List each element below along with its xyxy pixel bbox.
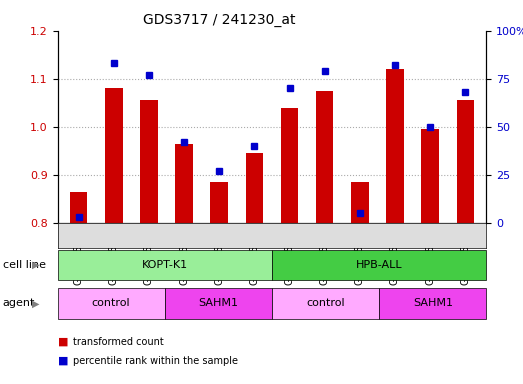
Bar [246, 153, 263, 223]
Text: ■: ■ [58, 337, 68, 347]
Bar [422, 129, 439, 223]
Text: HPB-ALL: HPB-ALL [356, 260, 403, 270]
Bar [210, 182, 228, 223]
Bar [351, 182, 369, 223]
Bar [281, 108, 298, 223]
Text: agent: agent [3, 298, 35, 308]
Text: percentile rank within the sample: percentile rank within the sample [73, 356, 238, 366]
Bar [457, 100, 474, 223]
Text: control: control [92, 298, 130, 308]
Bar [316, 91, 334, 223]
Text: ▶: ▶ [32, 298, 39, 308]
Text: GDS3717 / 241230_at: GDS3717 / 241230_at [143, 13, 296, 27]
Text: ▶: ▶ [32, 260, 39, 270]
Text: SAHM1: SAHM1 [198, 298, 238, 308]
Bar [386, 69, 404, 223]
Bar [175, 144, 193, 223]
Text: cell line: cell line [3, 260, 46, 270]
Text: control: control [306, 298, 345, 308]
Bar [140, 100, 158, 223]
Text: transformed count: transformed count [73, 337, 164, 347]
Text: ■: ■ [58, 356, 68, 366]
Bar [105, 88, 122, 223]
Text: KOPT-K1: KOPT-K1 [142, 260, 188, 270]
Bar [70, 192, 87, 223]
Text: SAHM1: SAHM1 [413, 298, 453, 308]
